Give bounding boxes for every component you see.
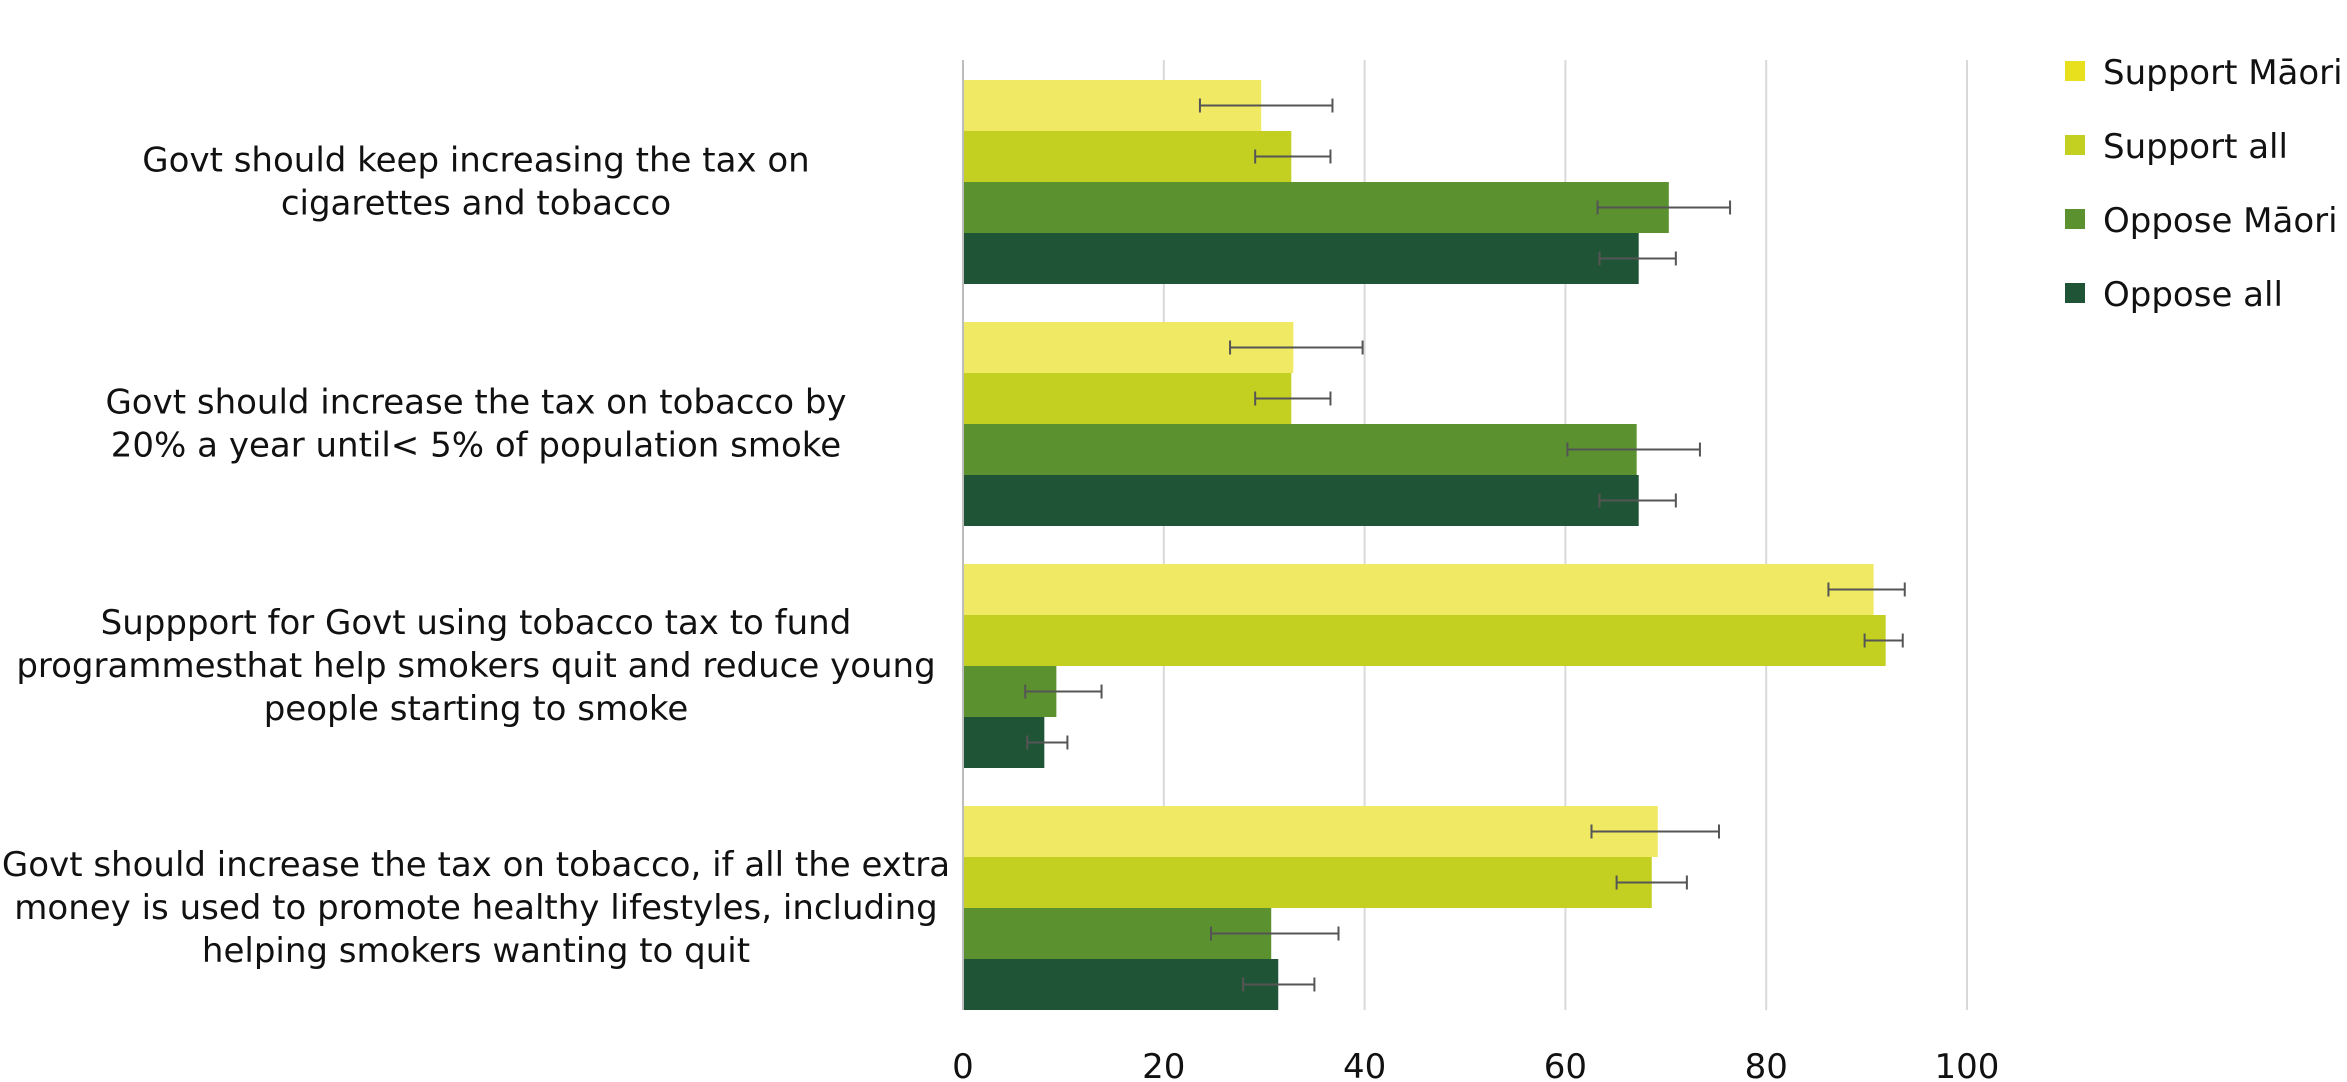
bar: [963, 475, 1639, 526]
legend-label: Oppose Māori: [2103, 201, 2338, 241]
error-bar: [1596, 200, 1732, 215]
bar: [963, 233, 1639, 284]
category-label-line: Govt should increase the tax on tobacco …: [105, 382, 846, 422]
error-bar: [1254, 149, 1332, 164]
bar: [963, 857, 1652, 908]
bar: [963, 564, 1874, 615]
error-bar: [1229, 340, 1364, 355]
x-tick-label: 20: [1142, 1047, 1185, 1082]
legend-label: Support Māori: [2103, 53, 2343, 93]
legend-label: Support all: [2103, 127, 2288, 167]
legend-item: Support all: [2065, 127, 2288, 167]
error-bar: [1024, 684, 1103, 699]
bar: [963, 373, 1292, 424]
x-tick-label: 0: [952, 1047, 974, 1082]
error-bar: [1566, 442, 1701, 457]
error-bar: [1590, 824, 1721, 839]
category-label-line: people starting to smoke: [264, 689, 689, 729]
error-bar: [1242, 977, 1316, 992]
error-bar: [1598, 493, 1677, 508]
legend-item: Oppose all: [2065, 275, 2283, 315]
x-tick-label: 80: [1745, 1047, 1788, 1082]
category-label: Govt should increase the tax on tobacco,…: [2, 845, 950, 971]
category-labels: Govt should keep increasing the tax onci…: [2, 140, 950, 971]
error-bars: [1024, 98, 1906, 992]
category-label-line: helping smokers wanting to quit: [202, 931, 750, 971]
x-tick-label: 100: [1935, 1047, 2000, 1082]
legend: Support Māori Support all Oppose Māori Oppo…: [2065, 53, 2343, 315]
legend-swatch: [2065, 135, 2085, 155]
bar: [963, 615, 1886, 666]
bar: [963, 131, 1292, 182]
x-tick-label: 60: [1544, 1047, 1587, 1082]
x-axis-ticks: 0 20 40 60 80 100: [952, 1047, 1999, 1082]
category-label-line: cigarettes and tobacco: [281, 183, 671, 223]
error-bar: [1198, 98, 1334, 113]
bars: [963, 80, 1886, 1010]
legend-swatch: [2065, 209, 2085, 229]
error-bar: [1615, 875, 1688, 890]
legend-label: Oppose all: [2103, 275, 2283, 315]
category-label: Govt should keep increasing the tax onci…: [142, 140, 809, 223]
x-tick-label: 40: [1343, 1047, 1386, 1082]
legend-item: Oppose Māori: [2065, 201, 2338, 241]
bar: [963, 806, 1658, 857]
category-label-line: programmesthat help smokers quit and red…: [16, 646, 935, 686]
bar: [963, 182, 1669, 233]
error-bar: [1598, 251, 1677, 266]
error-bar: [1254, 391, 1332, 406]
category-label-line: Govt should keep increasing the tax on: [142, 140, 809, 180]
category-label-line: 20% a year until< 5% of population smoke: [111, 425, 841, 465]
category-label-line: money is used to promote healthy lifesty…: [14, 888, 937, 928]
legend-swatch: [2065, 283, 2085, 303]
error-bar: [1827, 582, 1906, 597]
category-label-line: Suppport for Govt using tobacco tax to f…: [101, 603, 852, 643]
error-bar: [1209, 926, 1340, 941]
error-bar: [1863, 633, 1904, 648]
category-label: Govt should increase the tax on tobacco …: [105, 382, 846, 465]
category-label: Suppport for Govt using tobacco tax to f…: [16, 603, 935, 729]
bar: [963, 424, 1637, 475]
error-bar: [1026, 735, 1069, 750]
category-label-line: Govt should increase the tax on tobacco,…: [2, 845, 950, 885]
legend-swatch: [2065, 61, 2085, 81]
legend-item: Support Māori: [2065, 53, 2343, 93]
bar: [963, 959, 1279, 1010]
